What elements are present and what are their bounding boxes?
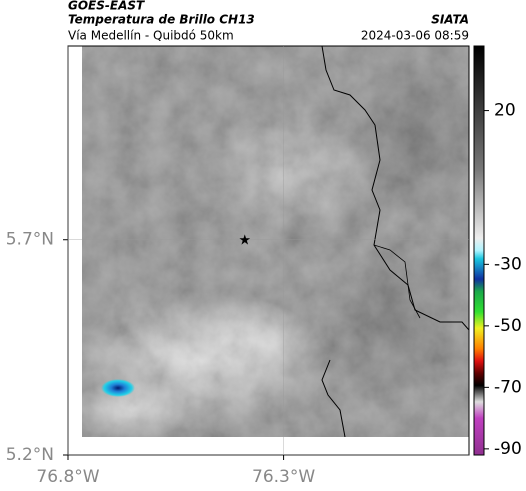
location: Vía Medellín - Quibdó 50km	[68, 29, 234, 43]
product: Temperatura de Brillo CH13	[68, 13, 255, 27]
colorbar-tick-label: -50	[494, 316, 522, 336]
colorbar-tick-label: -30	[494, 254, 522, 274]
lon-tick-label: 76.8°W	[36, 467, 99, 487]
timestamp: 2024-03-06 08:59	[361, 29, 469, 43]
source: GOES-EAST	[68, 0, 145, 13]
colorbar-tick-label: 20	[494, 101, 516, 121]
colorbar-tick-label: -90	[494, 439, 522, 459]
satellite-image	[82, 46, 469, 437]
lat-tick-label: 5.7°N	[6, 230, 54, 250]
ticks: 5.2°N 5.7°N 76.8°W 76.3°W ★ 20 -30 -50 -70 -90	[6, 46, 522, 487]
agency: SIATA	[431, 13, 469, 27]
colorbar-tick-label: -70	[494, 377, 522, 397]
lat-tick-label: 5.2°N	[6, 445, 54, 465]
station-marker: ★	[239, 233, 252, 249]
lon-tick-label: 76.3°W	[252, 467, 315, 487]
colorbar	[473, 45, 485, 456]
